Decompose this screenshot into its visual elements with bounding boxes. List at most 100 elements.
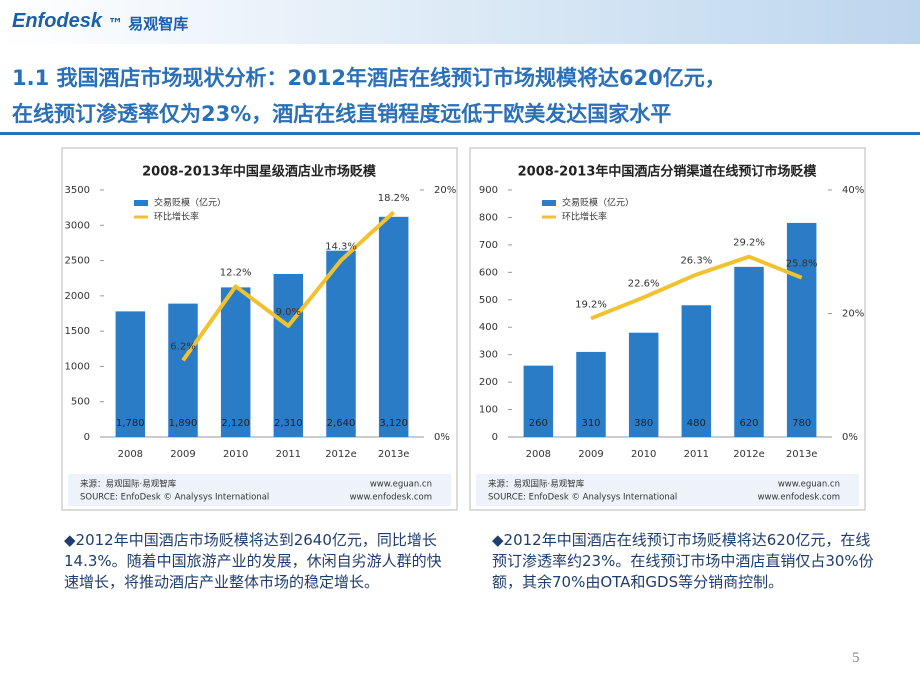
chart-title: 2008-2013年中国酒店分销渠道在线预订市场贬模 — [518, 164, 818, 180]
bar — [786, 222, 817, 437]
title-line: 在线预订渗透率仅为23%，酒店在线直销程度远低于欧美发达国家水平 — [12, 102, 672, 126]
line-series — [181, 210, 396, 362]
x-tick-label: 2013e — [786, 449, 818, 460]
y-tick-label: 0 — [84, 432, 90, 443]
source: SOURCE: EnfoDesk © Analysys Internationa… — [80, 493, 269, 503]
data-label: 19.2% — [575, 299, 607, 310]
website: www.eguan.cn — [778, 480, 840, 490]
x-tick-label: 2010 — [223, 449, 248, 460]
data-label: 2,640 — [327, 418, 356, 429]
legend-label: 交易贬模（亿元） — [562, 197, 634, 209]
y-tick-label: 0 — [492, 432, 498, 443]
y-tick-label: 2500 — [65, 256, 90, 267]
x-tick-label: 2010 — [631, 449, 656, 460]
source: SOURCE: EnfoDesk © Analysys Internationa… — [488, 493, 677, 503]
y-tick-label: 800 — [479, 212, 498, 223]
data-label: 310 — [581, 418, 600, 429]
data-label: 22.6% — [628, 278, 660, 289]
y-tick-label: 3500 — [65, 185, 90, 196]
y-tick-label: 1000 — [65, 361, 90, 372]
data-label: 1,780 — [116, 418, 145, 429]
y-tick-label: 300 — [479, 350, 498, 361]
note: ◆2012年中国酒店在线预订市场贬模将达620亿元，在线预订渗透率约23%。在线… — [492, 531, 874, 591]
data-label: 25.8% — [786, 259, 818, 270]
y-tick-label: 400 — [479, 322, 498, 333]
y2-tick-label: 40% — [842, 185, 864, 196]
legend-swatch — [542, 200, 556, 206]
data-label: 26.3% — [680, 256, 712, 267]
data-label: 260 — [529, 418, 548, 429]
note: ◆2012年中国酒店市场贬模将达到2640亿元，同比增长14.3%。随着中国旅游… — [64, 531, 442, 591]
y-tick-label: 500 — [71, 397, 90, 408]
y-tick-label: 200 — [479, 377, 498, 388]
data-label: 6.2% — [170, 341, 195, 352]
x-tick-label: 2013e — [378, 449, 410, 460]
y-tick-label: 700 — [479, 240, 498, 251]
source-band — [68, 474, 451, 506]
bar — [576, 351, 606, 437]
data-label: 3,120 — [379, 418, 408, 429]
bar — [273, 273, 304, 437]
legend-label: 环比增长率 — [154, 211, 199, 223]
data-label: 1,890 — [169, 418, 198, 429]
data-label: 29.2% — [733, 238, 765, 249]
data-label: 480 — [687, 418, 706, 429]
data-label: 780 — [792, 418, 811, 429]
source: 来源：易观国际·易观智库 — [488, 479, 585, 490]
data-label: 9.0% — [276, 307, 301, 318]
website: www.enfodesk.com — [758, 493, 840, 503]
legend-label: 环比增长率 — [562, 211, 607, 223]
data-label: 380 — [634, 418, 653, 429]
x-tick-label: 2008 — [526, 449, 551, 460]
y-tick-label: 1500 — [65, 326, 90, 337]
logo-sub: ™ 易观智库 — [108, 15, 189, 33]
website: www.enfodesk.com — [350, 493, 432, 503]
title-line: 1.1 我国酒店市场现状分析：2012年酒店在线预订市场规模将达620亿元， — [12, 66, 726, 90]
data-label: 620 — [739, 418, 758, 429]
header-band: Enfodesk ™ 易观智库 — [0, 0, 920, 44]
x-tick-label: 2011 — [276, 449, 301, 460]
x-tick-label: 2012e — [733, 449, 765, 460]
y-tick-label: 2000 — [65, 291, 90, 302]
logo: Enfodesk — [12, 10, 103, 32]
website: www.eguan.cn — [370, 480, 432, 490]
data-label: 2,120 — [221, 418, 250, 429]
x-tick-label: 2008 — [118, 449, 143, 460]
source-band — [476, 474, 859, 506]
bar — [378, 216, 409, 437]
chart-title: 2008-2013年中国星级酒店业市场贬模 — [142, 164, 377, 180]
bar — [326, 250, 356, 437]
source: 来源：易观国际·易观智库 — [80, 479, 177, 490]
legend-swatch — [134, 200, 148, 206]
bar — [168, 303, 198, 437]
page-number: 5 — [852, 650, 860, 666]
y-tick-label: 3000 — [65, 220, 90, 231]
data-label: 12.2% — [220, 267, 252, 278]
bar — [734, 266, 764, 437]
x-tick-label: 2009 — [578, 449, 603, 460]
x-tick-label: 2011 — [684, 449, 709, 460]
bar — [115, 311, 146, 437]
y2-tick-label: 0% — [842, 432, 858, 443]
data-label: 14.3% — [325, 241, 357, 252]
x-tick-label: 2012e — [325, 449, 357, 460]
y2-tick-label: 0% — [434, 432, 450, 443]
bar — [523, 365, 554, 437]
y-tick-label: 600 — [479, 267, 498, 278]
bar — [681, 305, 712, 437]
y-tick-label: 100 — [479, 405, 498, 416]
data-label: 18.2% — [378, 193, 410, 204]
x-tick-label: 2009 — [170, 449, 195, 460]
bar — [220, 287, 251, 437]
y-tick-label: 900 — [479, 185, 498, 196]
y2-tick-label: 20% — [434, 185, 456, 196]
legend-label: 交易贬模（亿元） — [154, 197, 226, 209]
y2-tick-label: 20% — [842, 309, 864, 320]
line-series — [590, 254, 803, 321]
title-rule — [0, 132, 920, 135]
data-label: 2,310 — [274, 418, 303, 429]
y-tick-label: 500 — [479, 295, 498, 306]
bar — [628, 332, 659, 437]
